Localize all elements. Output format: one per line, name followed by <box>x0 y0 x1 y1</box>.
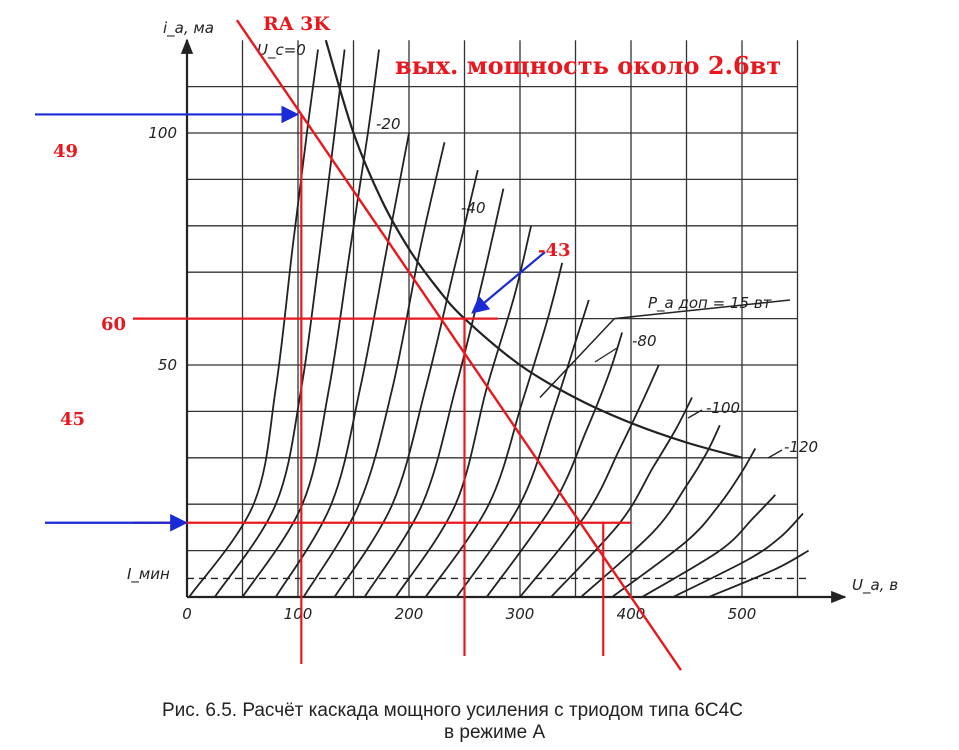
grid-curve <box>214 49 346 598</box>
label-leader <box>594 347 618 363</box>
grid-curve <box>485 332 623 598</box>
curve-label: U_c=0 <box>257 41 306 60</box>
label-leader <box>767 449 783 459</box>
grid-curve <box>611 448 757 598</box>
curve-label: -100 <box>706 399 740 417</box>
curve-labels: U_c=0 -20 -40 -80 -100 -120 <box>257 41 818 459</box>
x-tick-label: 200 <box>395 605 424 623</box>
grid-curve <box>672 512 804 598</box>
grid-curve <box>455 299 590 598</box>
power-leader <box>539 318 615 398</box>
curve-label: -40 <box>461 199 486 217</box>
y-tick-label: 100 <box>148 124 177 142</box>
left-label: 60 <box>101 314 126 335</box>
blue-arrow-op <box>471 251 546 314</box>
x-tick-label: 0 <box>182 605 192 623</box>
power-curve <box>324 39 743 459</box>
curve-label: -80 <box>632 332 657 350</box>
x-tick-label: 300 <box>506 605 535 623</box>
left-label: 49 <box>53 141 78 162</box>
grid-curve <box>275 132 410 598</box>
x-tick-label: 400 <box>617 605 646 623</box>
curve-label: -120 <box>784 438 818 456</box>
grid-curve <box>550 397 693 598</box>
grid-curve <box>519 364 660 598</box>
grid-curve <box>302 142 446 598</box>
tick-labels: 0 100 200 300 400 500 50 100 i_a, ма U_a, в I_мин <box>127 19 898 623</box>
grid-curve <box>641 494 776 598</box>
bias-label: -43 <box>538 240 571 261</box>
caption-line-1: Рис. 6.5. Расчёт каскада мощного усилени… <box>162 700 743 721</box>
power-text: вых. мощность около 2.6вт <box>395 51 781 80</box>
grid-curve <box>241 49 380 598</box>
power-curve-label: P_a доп = 15 вт <box>648 294 773 313</box>
ra-label: RA 3K <box>263 13 331 35</box>
annotations: RA 3K вых. мощность около 2.6вт 49 60 45 -43 <box>35 13 781 671</box>
grid-curve <box>188 49 319 598</box>
grid-curve <box>708 549 810 598</box>
y-axis-label: i_a, ма <box>163 19 214 38</box>
x-tick-label: 100 <box>284 605 313 623</box>
grid-curve <box>333 169 479 598</box>
y-tick-label: 50 <box>158 356 177 374</box>
left-label: 45 <box>60 409 85 430</box>
label-leader <box>687 409 703 419</box>
grid-curve <box>394 225 532 598</box>
caption-line-2: в режиме А <box>444 722 546 743</box>
grid-curve <box>363 188 505 598</box>
x-tick-label: 500 <box>728 605 757 623</box>
grid-curve <box>580 424 721 598</box>
load-line <box>235 19 682 671</box>
x-axis-label: U_a, в <box>852 576 898 595</box>
power-leader <box>614 299 791 320</box>
i-min-label: I_мин <box>127 565 170 584</box>
curve-label: -20 <box>376 115 401 133</box>
